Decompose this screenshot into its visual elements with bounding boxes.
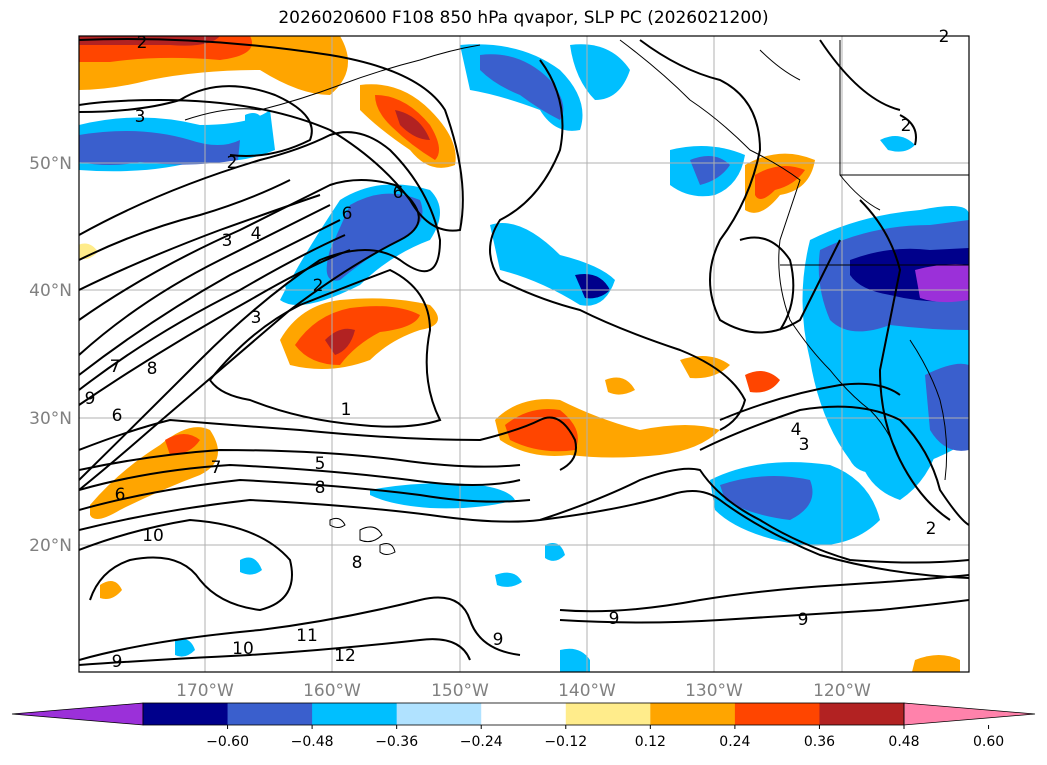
colorbar: −0.60 −0.48 −0.36 −0.24 −0.12 0.12 0.24 0.36 0.4… — [11, 702, 1036, 750]
moisture-patch — [605, 377, 635, 395]
contour-label: 6 — [115, 485, 126, 505]
colorbar-segment — [734, 703, 820, 725]
contour-label: 8 — [315, 478, 326, 498]
colorbar-segment — [143, 703, 229, 725]
colorbar-segment — [819, 703, 905, 725]
colorbar-tick-label: −0.48 — [291, 734, 334, 750]
moisture-patch — [570, 44, 630, 100]
contour-label: 8 — [147, 359, 158, 379]
lat-label: 50°N — [29, 154, 72, 174]
contour-label: 1 — [341, 400, 352, 420]
contour-label: 6 — [393, 183, 404, 203]
coastlines — [184, 39, 969, 555]
slp-contours — [79, 38, 969, 666]
contour-label: 12 — [334, 646, 356, 666]
contour-label: 2 — [926, 519, 937, 539]
contour-label: 9 — [112, 652, 123, 672]
colorbar-tick-label: 0.12 — [635, 734, 666, 750]
contour-label: 3 — [799, 435, 810, 455]
colorbar-tick-label: −0.12 — [544, 734, 587, 750]
moisture-shading — [79, 36, 969, 672]
contour-label: 6 — [112, 406, 123, 426]
contour-label: 7 — [110, 357, 121, 377]
moisture-patch — [745, 371, 780, 393]
colorbar-tick-label: −0.24 — [460, 734, 503, 750]
moisture-patch — [245, 112, 265, 130]
contour-label: 9 — [85, 389, 96, 409]
moisture-patch — [79, 131, 240, 165]
colorbar-frame — [142, 702, 905, 726]
moisture-patch — [680, 356, 730, 379]
lat-label: 40°N — [29, 281, 72, 301]
map-frame — [78, 35, 970, 673]
colorbar-extend-max — [903, 702, 1036, 726]
moisture-patch — [480, 54, 564, 120]
moisture-patch — [575, 274, 610, 299]
colorbar-tick-label: 0.60 — [973, 734, 1004, 750]
colorbar-segment — [396, 703, 482, 725]
moisture-patch — [545, 542, 565, 561]
contour-label: 9 — [798, 610, 809, 630]
moisture-patch — [295, 306, 420, 365]
colorbar-tick-label: −0.36 — [375, 734, 418, 750]
colorbar-segment — [312, 703, 398, 725]
moisture-patch — [395, 110, 430, 140]
contour-label: 3 — [135, 107, 146, 127]
lon-label: 140°W — [558, 681, 616, 701]
map-title: 2026020600 F108 850 hPa qvapor, SLP PC (… — [278, 8, 769, 28]
moisture-patch — [175, 638, 195, 657]
contour-label: 4 — [251, 224, 262, 244]
contour-label: 11 — [296, 626, 318, 646]
colorbar-segment — [650, 703, 736, 725]
lat-labels: 50°N 40°N 30°N 20°N — [29, 154, 72, 556]
moisture-patch — [495, 572, 522, 587]
colorbar-segment — [565, 703, 651, 725]
lon-labels: 170°W 160°W 150°W 140°W 130°W 120°W — [176, 681, 871, 701]
moisture-patch — [79, 243, 98, 260]
contour-label: 5 — [315, 454, 326, 474]
contour-label: 10 — [142, 526, 164, 546]
lon-label: 120°W — [813, 681, 871, 701]
colorbar-extend-min — [11, 702, 144, 726]
moisture-patch — [240, 557, 262, 575]
colorbar-tick-label: 0.24 — [719, 734, 750, 750]
moisture-patch — [915, 264, 969, 303]
moisture-patch — [100, 581, 122, 599]
lon-label: 160°W — [303, 681, 361, 701]
lon-label: 170°W — [176, 681, 234, 701]
moisture-patch — [912, 655, 960, 672]
colorbar-tick-label: 0.36 — [804, 734, 835, 750]
moisture-patch — [326, 193, 423, 281]
contour-label: 2 — [227, 153, 238, 173]
contour-label: 7 — [211, 458, 222, 478]
contour-label: 9 — [493, 630, 504, 650]
lat-label: 30°N — [29, 409, 72, 429]
contour-label: 9 — [609, 609, 620, 629]
colorbar-segment — [227, 703, 313, 725]
moisture-patch — [720, 476, 813, 520]
colorbar-tick-label: −0.60 — [206, 734, 249, 750]
contour-label: 10 — [232, 639, 254, 659]
lon-label: 150°W — [431, 681, 489, 701]
contour-label: 3 — [251, 308, 262, 328]
colorbar-tick-label: 0.48 — [888, 734, 919, 750]
gridlines — [79, 36, 969, 672]
lat-label: 20°N — [29, 536, 72, 556]
moisture-patch — [925, 363, 969, 451]
lon-label: 130°W — [685, 681, 743, 701]
contour-label: 2 — [939, 27, 950, 47]
contour-label: 6 — [342, 204, 353, 224]
contour-label: 8 — [352, 553, 363, 573]
contour-label: 3 — [222, 231, 233, 251]
moisture-patch — [560, 648, 590, 672]
contour-label: 2 — [313, 276, 324, 296]
contour-label: 4 — [791, 420, 802, 440]
contour-label: 2 — [137, 33, 148, 53]
moisture-patch — [165, 434, 200, 455]
colorbar-segment — [481, 703, 567, 725]
contour-label: 2 — [901, 116, 912, 136]
moisture-patch — [880, 136, 915, 152]
